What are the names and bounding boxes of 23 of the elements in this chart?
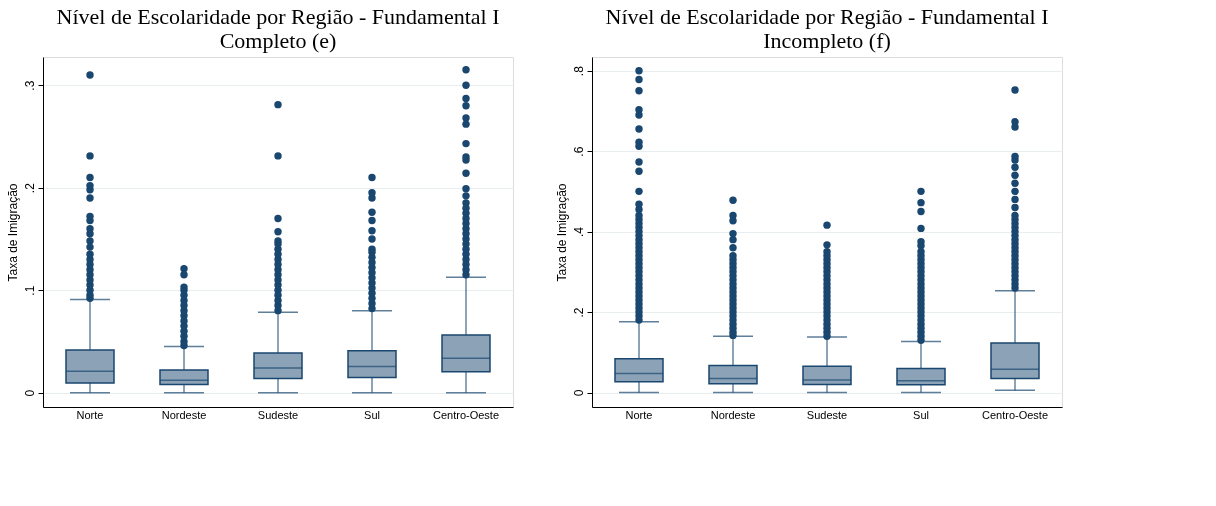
x-tick-label: Nordeste	[161, 408, 207, 421]
chart-title: Nível de Escolaridade por Região - Fundamental I Incompleto (f)	[605, 4, 1049, 53]
y-tick-label: .1	[22, 285, 37, 296]
y-tick-label: .2	[571, 307, 586, 318]
chart-title: Nível de Escolaridade por Região - Fundamental I Completo (e)	[56, 4, 500, 53]
y-tick-label: .3	[22, 80, 37, 91]
x-tick-label: Norte	[76, 408, 104, 421]
y-tick-label: .8	[571, 65, 586, 77]
y-tick-label: 0	[571, 389, 586, 397]
x-tick-label: Centro-Oeste	[981, 408, 1049, 421]
x-tick-label: Nordeste	[710, 408, 756, 421]
x-tick-label: Centro-Oeste	[432, 408, 500, 421]
x-tick-label: Norte	[625, 408, 653, 421]
x-tick-label: Sul	[913, 408, 929, 421]
y-axis-title: Taxa de Imigração	[5, 183, 20, 282]
x-tick-label: Sudeste	[257, 408, 299, 421]
x-tick-label: Sul	[364, 408, 380, 421]
y-axis-title: Taxa de Imigração	[554, 183, 569, 282]
y-tick-label: .4	[571, 226, 586, 238]
y-tick-label: 0	[22, 389, 37, 397]
y-tick-label: .2	[22, 182, 37, 194]
y-tick-label: .6	[571, 146, 586, 157]
x-tick-label: Sudeste	[806, 408, 848, 421]
